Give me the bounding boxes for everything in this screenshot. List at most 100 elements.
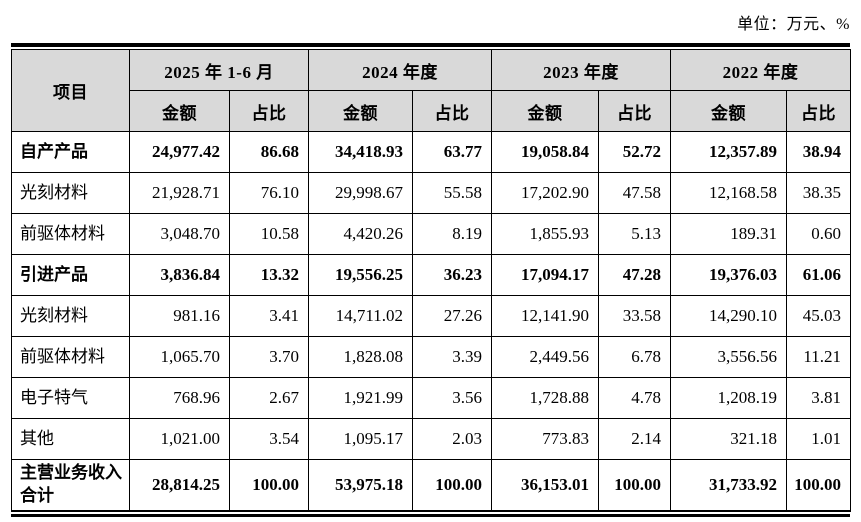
ratio-cell: 38.35 xyxy=(786,172,852,214)
amount-cell: 14,290.10 xyxy=(670,295,788,337)
ratio-cell: 13.32 xyxy=(228,254,310,296)
ratio-cell: 6.78 xyxy=(598,336,672,378)
table-row: 其他 1,021.00 3.54 1,095.17 2.03 773.83 2.14 321.… xyxy=(11,418,852,460)
amount-cell: 981.16 xyxy=(129,295,230,337)
col-group-2024: 2024 年度 xyxy=(308,49,493,91)
subheader-ratio: 占比 xyxy=(412,90,493,132)
table-body: 自产产品 24,977.42 86.68 34,418.93 63.77 19,058.8… xyxy=(11,131,852,512)
amount-cell: 768.96 xyxy=(129,377,230,419)
amount-cell: 773.83 xyxy=(491,418,600,460)
table-row: 主营业务收入合计 28,814.25 100.00 53,975.18 100.00 36… xyxy=(11,458,852,512)
ratio-cell: 45.03 xyxy=(786,295,852,337)
ratio-cell: 3.39 xyxy=(412,336,493,378)
ratio-cell: 100.00 xyxy=(598,458,672,512)
ratio-cell: 47.28 xyxy=(598,254,672,296)
unit-note: 单位：万元、% xyxy=(737,16,850,33)
ratio-cell: 10.58 xyxy=(228,213,310,255)
row-label: 主营业务收入合计 xyxy=(11,458,130,512)
subheader-amount: 金额 xyxy=(129,90,230,132)
row-label: 光刻材料 xyxy=(11,295,130,337)
table-row: 光刻材料 981.16 3.41 14,711.02 27.26 12,141.90 33.… xyxy=(11,295,852,337)
amount-cell: 19,376.03 xyxy=(670,254,788,296)
ratio-cell: 5.13 xyxy=(598,213,672,255)
amount-cell: 14,711.02 xyxy=(308,295,414,337)
ratio-cell: 27.26 xyxy=(412,295,493,337)
amount-cell: 1,855.93 xyxy=(491,213,600,255)
amount-cell: 1,828.08 xyxy=(308,336,414,378)
ratio-cell: 100.00 xyxy=(786,458,852,512)
amount-cell: 1,208.19 xyxy=(670,377,788,419)
ratio-cell: 2.14 xyxy=(598,418,672,460)
amount-cell: 12,141.90 xyxy=(491,295,600,337)
ratio-cell: 4.78 xyxy=(598,377,672,419)
amount-cell: 34,418.93 xyxy=(308,131,414,173)
ratio-cell: 3.54 xyxy=(228,418,310,460)
ratio-cell: 33.58 xyxy=(598,295,672,337)
amount-cell: 19,058.84 xyxy=(491,131,600,173)
amount-cell: 321.18 xyxy=(670,418,788,460)
header-row-periods: 项目 2025 年 1-6 月 2024 年度 2023 年度 2022 年度 xyxy=(11,49,852,132)
amount-cell: 1,728.88 xyxy=(491,377,600,419)
ratio-cell: 0.60 xyxy=(786,213,852,255)
ratio-cell: 8.19 xyxy=(412,213,493,255)
table-row: 电子特气 768.96 2.67 1,921.99 3.56 1,728.88 4.78 1,… xyxy=(11,377,852,419)
row-label: 自产产品 xyxy=(11,131,130,173)
amount-cell: 3,556.56 xyxy=(670,336,788,378)
amount-cell: 189.31 xyxy=(670,213,788,255)
amount-cell: 24,977.42 xyxy=(129,131,230,173)
table-row: 引进产品 3,836.84 13.32 19,556.25 36.23 17,094.17… xyxy=(11,254,852,296)
amount-cell: 3,048.70 xyxy=(129,213,230,255)
ratio-cell: 2.67 xyxy=(228,377,310,419)
revenue-table-wrap: 项目 2025 年 1-6 月 2024 年度 2023 年度 2022 年度 … xyxy=(11,43,852,517)
ratio-cell: 3.41 xyxy=(228,295,310,337)
table-row: 光刻材料 21,928.71 76.10 29,998.67 55.58 17,202.9… xyxy=(11,172,852,214)
ratio-cell: 38.94 xyxy=(786,131,852,173)
ratio-cell: 100.00 xyxy=(412,458,493,512)
top-double-rule xyxy=(11,43,850,47)
ratio-cell: 3.70 xyxy=(228,336,310,378)
amount-cell: 12,168.58 xyxy=(670,172,788,214)
ratio-cell: 11.21 xyxy=(786,336,852,378)
row-label: 引进产品 xyxy=(11,254,130,296)
amount-cell: 4,420.26 xyxy=(308,213,414,255)
subheader-amount: 金额 xyxy=(670,90,788,132)
ratio-cell: 76.10 xyxy=(228,172,310,214)
row-label: 前驱体材料 xyxy=(11,336,130,378)
amount-cell: 36,153.01 xyxy=(491,458,600,512)
ratio-cell: 47.58 xyxy=(598,172,672,214)
amount-cell: 21,928.71 xyxy=(129,172,230,214)
amount-cell: 53,975.18 xyxy=(308,458,414,512)
table-row: 前驱体材料 1,065.70 3.70 1,828.08 3.39 2,449.56 6.7… xyxy=(11,336,852,378)
subheader-amount: 金额 xyxy=(491,90,600,132)
col-group-2025h1: 2025 年 1-6 月 xyxy=(128,49,310,91)
col-group-2023: 2023 年度 xyxy=(491,49,672,91)
ratio-cell: 55.58 xyxy=(412,172,493,214)
amount-cell: 12,357.89 xyxy=(670,131,788,173)
col-header-item: 项目 xyxy=(11,49,130,132)
table-header: 项目 2025 年 1-6 月 2024 年度 2023 年度 2022 年度 … xyxy=(11,49,852,132)
amount-cell: 31,733.92 xyxy=(670,458,788,512)
subheader-amount: 金额 xyxy=(308,90,414,132)
row-label: 电子特气 xyxy=(11,377,130,419)
amount-cell: 1,921.99 xyxy=(308,377,414,419)
row-label: 其他 xyxy=(11,418,130,460)
subheader-ratio: 占比 xyxy=(786,90,852,132)
amount-cell: 1,021.00 xyxy=(129,418,230,460)
amount-cell: 1,065.70 xyxy=(129,336,230,378)
amount-cell: 19,556.25 xyxy=(308,254,414,296)
ratio-cell: 3.81 xyxy=(786,377,852,419)
ratio-cell: 36.23 xyxy=(412,254,493,296)
ratio-cell: 52.72 xyxy=(598,131,672,173)
table-row: 前驱体材料 3,048.70 10.58 4,420.26 8.19 1,855.93 5.… xyxy=(11,213,852,255)
subheader-ratio: 占比 xyxy=(228,90,310,132)
col-group-2022: 2022 年度 xyxy=(670,49,852,91)
row-label: 前驱体材料 xyxy=(11,213,130,255)
ratio-cell: 86.68 xyxy=(228,131,310,173)
revenue-table: 项目 2025 年 1-6 月 2024 年度 2023 年度 2022 年度 … xyxy=(11,49,852,512)
subheader-ratio: 占比 xyxy=(598,90,672,132)
amount-cell: 17,202.90 xyxy=(491,172,600,214)
ratio-cell: 100.00 xyxy=(228,458,310,512)
amount-cell: 17,094.17 xyxy=(491,254,600,296)
ratio-cell: 63.77 xyxy=(412,131,493,173)
amount-cell: 29,998.67 xyxy=(308,172,414,214)
